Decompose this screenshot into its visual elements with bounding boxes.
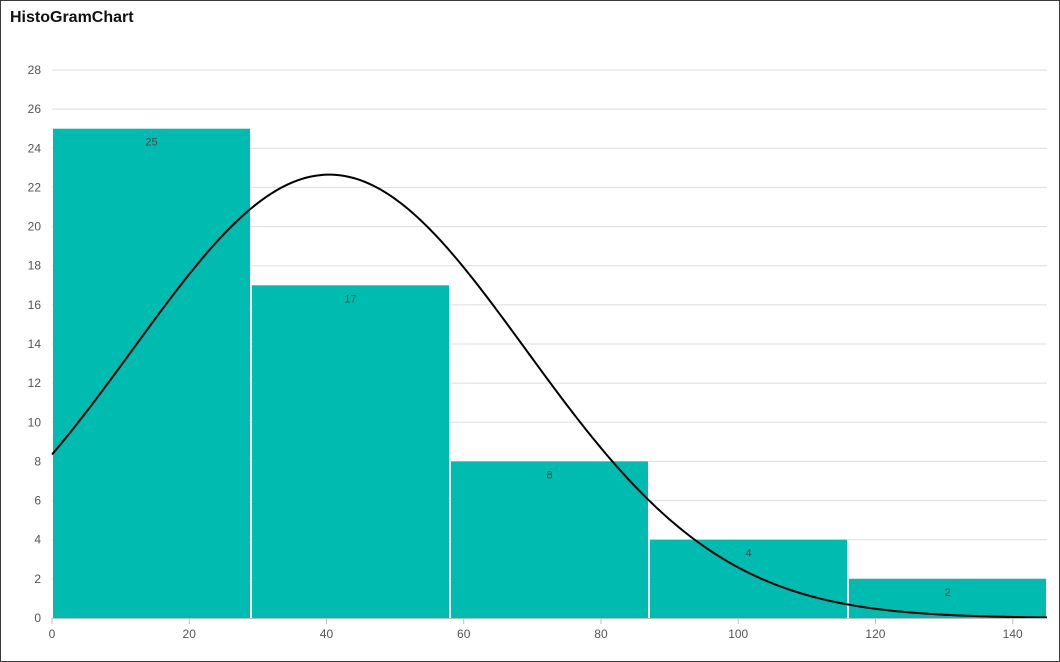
histogram-bar: [252, 285, 449, 618]
y-tick-label: 26: [28, 102, 42, 116]
bar-data-label: 2: [944, 587, 950, 599]
bar-data-label: 4: [745, 548, 751, 560]
y-tick-label: 20: [28, 220, 42, 234]
x-tick-label: 20: [183, 627, 197, 641]
bar-data-label: 17: [344, 293, 356, 305]
y-tick-label: 0: [34, 611, 41, 625]
y-tick-label: 16: [28, 298, 42, 312]
chart-title: HistoGramChart: [10, 9, 134, 26]
bars-group: [53, 128, 1046, 618]
x-tick-label: 100: [728, 627, 748, 641]
y-tick-label: 4: [34, 533, 41, 547]
x-tick-label: 40: [320, 627, 334, 641]
x-tick-label: 60: [457, 627, 471, 641]
x-tick-label: 140: [1003, 627, 1023, 641]
bar-labels-group: 25 17 8 4 2: [145, 137, 950, 599]
y-tick-label: 2: [34, 572, 41, 586]
bar-data-label: 25: [145, 137, 157, 149]
y-tick-label: 24: [28, 141, 42, 155]
y-tick-label: 12: [28, 376, 42, 390]
normal-distribution-curve: [51, 173, 1048, 619]
x-tick-label: 80: [594, 627, 608, 641]
normal-curve-group: [51, 173, 1048, 619]
y-tick-label: 14: [28, 337, 42, 351]
x-tick-label: 120: [865, 627, 885, 641]
y-tick-label: 6: [34, 494, 41, 508]
y-tick-label: 28: [28, 63, 42, 77]
y-tick-label: 8: [34, 454, 41, 468]
x-tick-label: 0: [49, 627, 56, 641]
histogram-bar: [53, 128, 250, 618]
y-tick-label: 22: [28, 180, 42, 194]
histogram-bar: [650, 539, 847, 618]
y-tick-label: 18: [28, 259, 42, 273]
histogram-bar: [849, 578, 1046, 618]
bar-data-label: 8: [546, 469, 552, 481]
histogram-bar: [451, 461, 648, 618]
y-tick-label: 10: [28, 415, 42, 429]
